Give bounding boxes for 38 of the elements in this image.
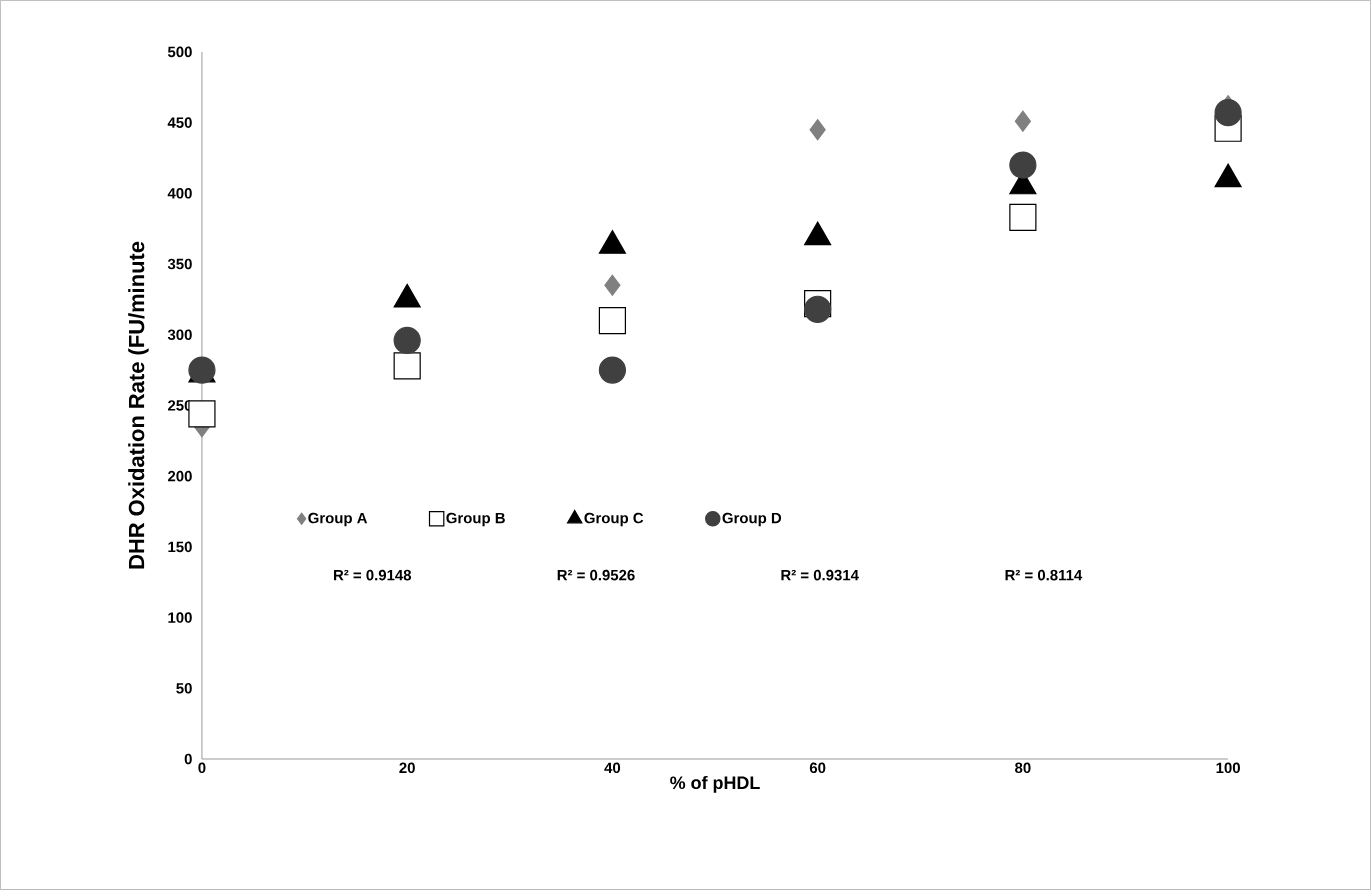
x-tick-label: 100 <box>1216 762 1240 774</box>
x-tick-label: 80 <box>1015 762 1031 774</box>
annotation: R² = 0.8114 <box>1005 569 1083 581</box>
point <box>393 352 421 380</box>
annotation: R² = 0.9526 <box>557 569 635 581</box>
y-tick-label: 300 <box>167 329 192 341</box>
x-tick-label: 60 <box>809 762 826 774</box>
y-tick-label: 100 <box>168 612 192 623</box>
x-tick-label: 20 <box>399 762 415 774</box>
point <box>598 307 627 335</box>
y-tick-label: 50 <box>176 683 192 694</box>
x-tick-label: 40 <box>604 762 621 774</box>
point <box>1014 110 1031 132</box>
y-tick-label: 400 <box>167 188 192 199</box>
point <box>188 400 216 428</box>
y-tick-label: 500 <box>167 46 192 58</box>
point <box>809 119 826 141</box>
point <box>1009 151 1037 179</box>
legend-label: Group D <box>722 512 782 527</box>
y-axis-title: DHR Oxidation Rate (FU/minute <box>128 241 149 569</box>
y-tick-label: 0 <box>184 753 192 765</box>
annotation: R² = 0.9314 <box>781 569 859 581</box>
legend-label: Group C <box>584 512 644 527</box>
point <box>604 274 621 296</box>
x-tick-label: 0 <box>198 762 206 774</box>
point <box>1214 99 1242 127</box>
legend-label: Group B <box>446 512 505 527</box>
annotation: R² = 0.9148 <box>334 569 412 581</box>
y-tick-label: 350 <box>167 258 192 270</box>
legend-label: Group A <box>308 512 368 527</box>
point <box>804 295 832 323</box>
y-tick-label: 450 <box>167 117 192 128</box>
point <box>393 326 421 355</box>
point <box>598 356 627 384</box>
x-axis-title: % of pHDL <box>670 775 760 793</box>
y-tick-label: 200 <box>168 470 192 482</box>
point <box>1009 203 1037 231</box>
y-tick-label: 150 <box>168 541 192 553</box>
